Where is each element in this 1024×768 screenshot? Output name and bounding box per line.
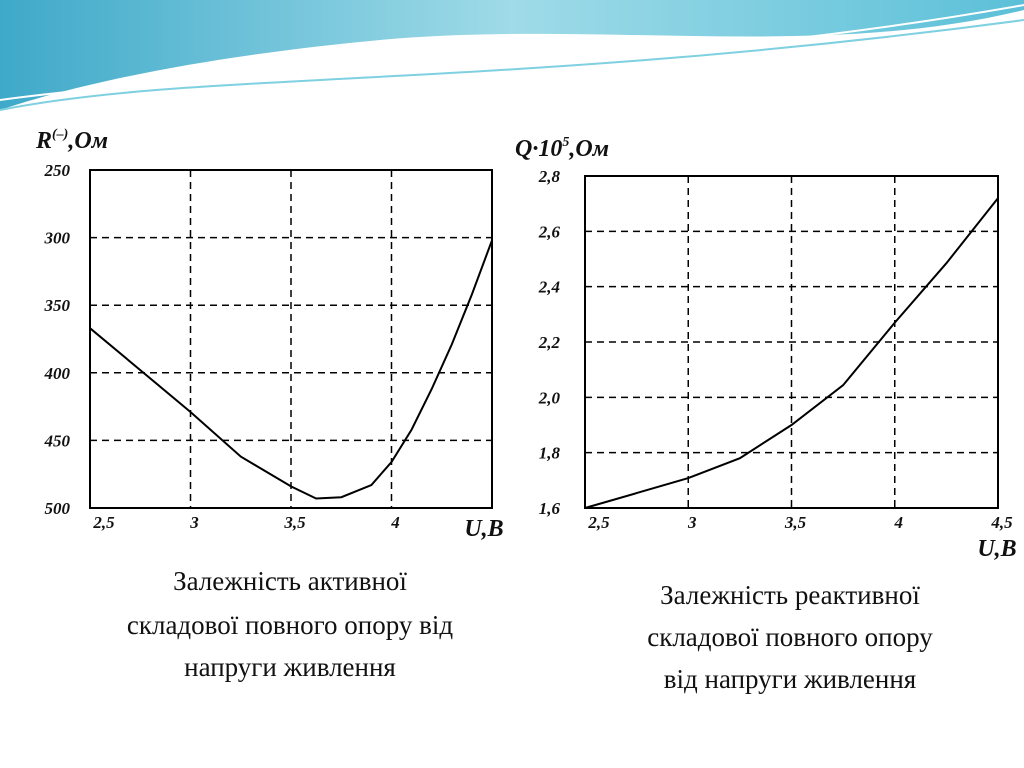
y-tick-label: 400 bbox=[44, 364, 71, 383]
x-tick-label: 3 bbox=[687, 513, 697, 532]
caption-line: складової повного опору від bbox=[127, 610, 454, 640]
x-axis-label: U,B bbox=[977, 536, 1016, 562]
y-axis-label: Q·105,Ом bbox=[515, 135, 609, 162]
x-tick-label: 4,5 bbox=[990, 513, 1013, 532]
y-tick-label: 1,8 bbox=[539, 444, 561, 463]
y-tick-label: 300 bbox=[44, 229, 71, 248]
y-label-unit: ,Ом bbox=[568, 136, 609, 162]
x-tick-label: 2,5 bbox=[587, 513, 610, 532]
caption-line: Залежність активної bbox=[173, 566, 407, 596]
y-tick-label: 450 bbox=[44, 431, 71, 450]
header-wave-line bbox=[0, 19, 1024, 111]
y-tick-label: 2,0 bbox=[538, 388, 561, 407]
caption-line: від напруги живлення bbox=[664, 664, 916, 694]
y-tick-label: 2,8 bbox=[538, 167, 561, 186]
y-tick-label: 350 bbox=[44, 296, 71, 315]
y-tick-label: 2,2 bbox=[538, 333, 561, 352]
plot-frame bbox=[584, 175, 999, 509]
x-tick-label: 3 bbox=[189, 513, 199, 532]
x-tick-label: 3,5 bbox=[784, 513, 807, 532]
x-axis-label: U,B bbox=[464, 516, 503, 542]
x-tick-label: 3,5 bbox=[283, 513, 306, 532]
x-tick-label: 4 bbox=[390, 513, 400, 532]
data-line bbox=[89, 239, 493, 500]
header-wave-line bbox=[0, 4, 1024, 101]
data-line bbox=[584, 197, 999, 509]
y-tick-label: 2,4 bbox=[538, 278, 560, 297]
y-tick-label: 250 bbox=[44, 161, 71, 180]
x-tick-label: 4 bbox=[894, 513, 904, 532]
plot-frame bbox=[89, 169, 493, 509]
caption-line: Залежність реактивної bbox=[660, 580, 920, 610]
y-label-base: Q·10 bbox=[515, 136, 562, 162]
header-wave bbox=[0, 0, 1024, 110]
y-label-sup: (–) bbox=[52, 127, 68, 142]
caption-line: напруги живлення bbox=[184, 652, 396, 682]
y-tick-label: 1,6 bbox=[539, 499, 561, 518]
y-label-unit: ,Ом bbox=[67, 128, 108, 154]
y-label-sup: 5 bbox=[562, 135, 569, 150]
y-tick-label: 2,6 bbox=[538, 222, 561, 241]
y-axis-label: R(–),Ом bbox=[35, 127, 108, 154]
x-tick-label: 2,5 bbox=[92, 513, 115, 532]
y-tick-label: 500 bbox=[45, 499, 71, 518]
y-label-base: R bbox=[35, 128, 52, 154]
caption-line: складової повного опору bbox=[647, 622, 933, 652]
